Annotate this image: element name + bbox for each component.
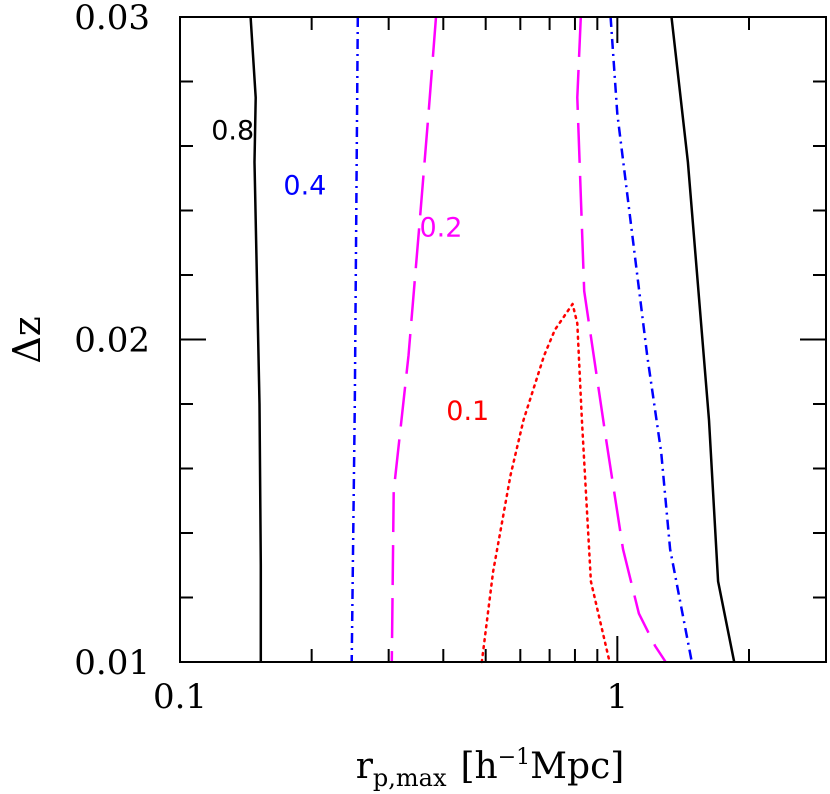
contour-line-0-8 — [670, 16, 736, 663]
contour-line-0-4 — [609, 16, 694, 663]
x-axis-label-main: r — [356, 746, 374, 787]
x-tick-label: 0.1 — [153, 677, 207, 717]
x-axis-label-unit-exp: −1 — [498, 745, 530, 770]
x-axis-label-subscript: p,max — [373, 764, 447, 792]
y-tick-label: 0.02 — [74, 321, 150, 361]
contour-line-0-2 — [576, 16, 667, 663]
contour-line-0-4 — [350, 16, 360, 663]
y-tick-label: 0.03 — [74, 0, 150, 38]
x-axis-label-unit-close: Mpc] — [530, 746, 624, 787]
contour-line-0-1 — [480, 302, 611, 664]
axis-ticks — [179, 16, 827, 663]
contour-line-0-2 — [390, 16, 438, 663]
plot-frame — [179, 16, 827, 663]
x-axis-label-unit-open: [h — [461, 746, 498, 787]
contour-label-0-4: 0.4 — [283, 170, 326, 201]
y-axis-label: Δz — [5, 316, 49, 363]
x-axis-label: rp,max [h−1Mpc] — [356, 745, 625, 792]
contour-label-0-2: 0.2 — [419, 212, 462, 243]
x-tick-label: 1 — [607, 677, 629, 717]
contour-label-0-8: 0.8 — [211, 116, 254, 147]
contour-line-0-8 — [249, 16, 263, 662]
contour-lines — [249, 16, 736, 664]
tick-labels: 0.1 1 0.01 0.02 0.03 — [74, 0, 628, 717]
contour-labels: 0.8 0.4 0.2 0.1 — [211, 116, 489, 428]
contour-label-0-1: 0.1 — [446, 396, 489, 427]
y-tick-label: 0.01 — [74, 643, 150, 683]
